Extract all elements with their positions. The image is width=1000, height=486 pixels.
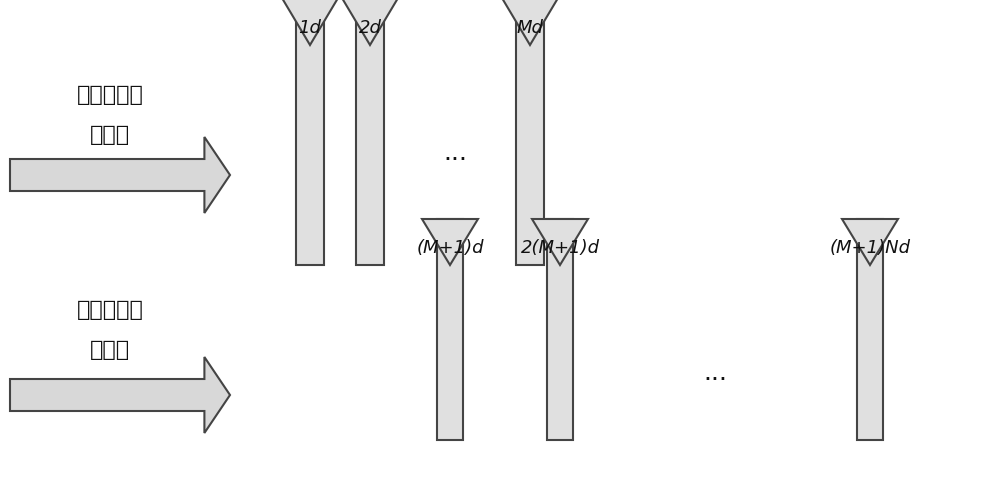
FancyBboxPatch shape (296, 0, 324, 265)
Polygon shape (532, 219, 588, 265)
Polygon shape (422, 219, 478, 265)
Text: Md: Md (517, 19, 543, 37)
Text: ···: ··· (703, 368, 727, 392)
FancyBboxPatch shape (356, 0, 384, 265)
Text: 第一均匀线: 第一均匀线 (77, 85, 143, 105)
Text: (M+1)Nd: (M+1)Nd (830, 239, 910, 257)
FancyBboxPatch shape (437, 219, 463, 440)
Text: (M+1)d: (M+1)d (416, 239, 484, 257)
Text: 性阵列: 性阵列 (90, 125, 130, 145)
Text: 2(M+1)d: 2(M+1)d (520, 239, 600, 257)
FancyBboxPatch shape (516, 0, 544, 265)
Polygon shape (499, 0, 561, 45)
Text: ···: ··· (443, 148, 467, 172)
Polygon shape (279, 0, 341, 45)
FancyBboxPatch shape (857, 219, 883, 440)
Text: 1d: 1d (299, 19, 321, 37)
Polygon shape (10, 357, 230, 433)
FancyBboxPatch shape (547, 219, 573, 440)
Text: 第二均匀线: 第二均匀线 (77, 300, 143, 320)
Polygon shape (339, 0, 401, 45)
Text: 2d: 2d (359, 19, 381, 37)
Text: 性阵列: 性阵列 (90, 340, 130, 360)
Polygon shape (842, 219, 898, 265)
Polygon shape (10, 137, 230, 213)
